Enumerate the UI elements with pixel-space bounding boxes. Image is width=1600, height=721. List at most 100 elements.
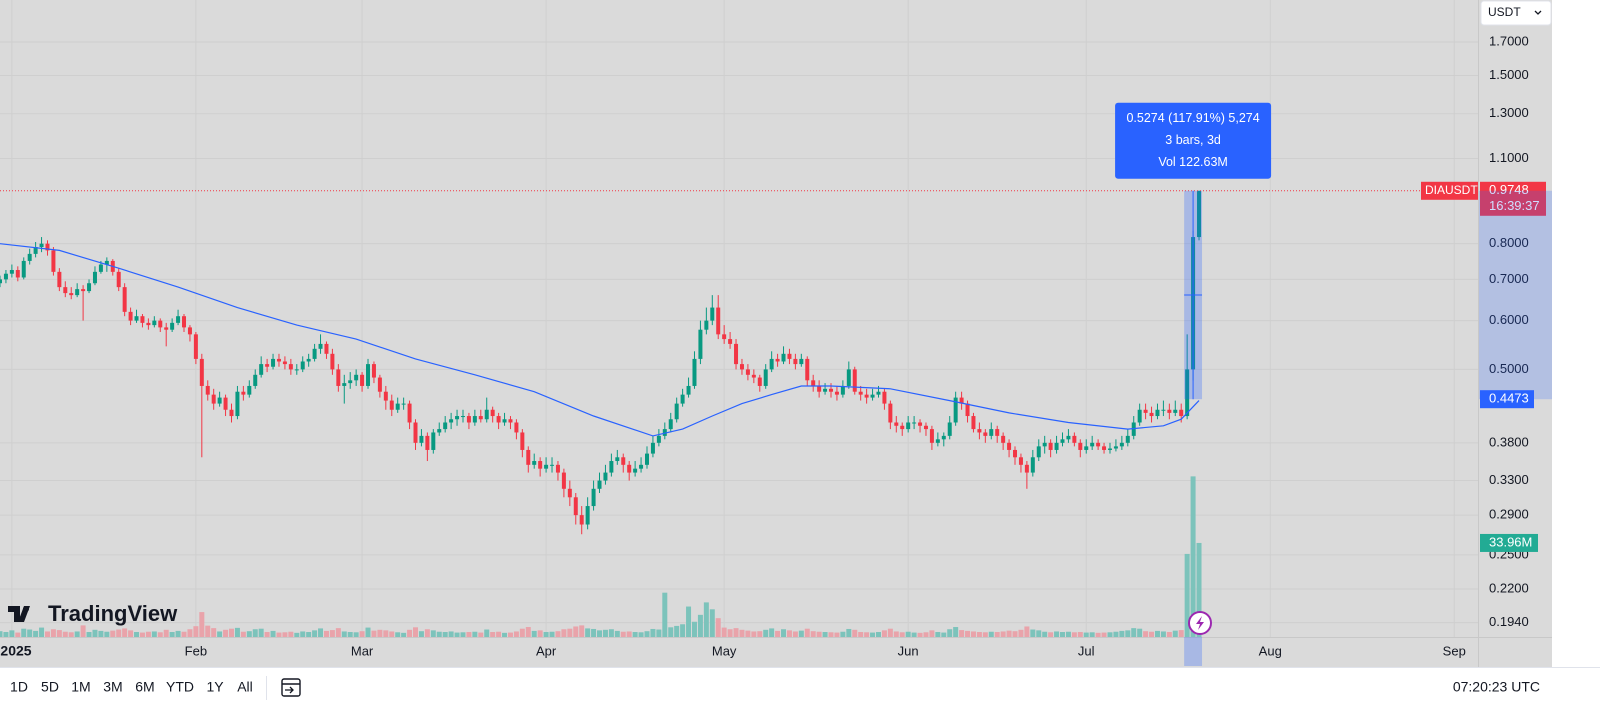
- candle-body: [935, 439, 940, 443]
- currency-dropdown[interactable]: USDT: [1480, 0, 1552, 26]
- candle-body: [639, 464, 644, 469]
- volume-bar: [1095, 632, 1101, 637]
- volume-bar: [686, 606, 692, 637]
- volume-bar: [644, 631, 650, 637]
- range-button[interactable]: 1D: [10, 679, 28, 695]
- volume-bar: [270, 630, 276, 637]
- last-price-box: [1480, 181, 1546, 216]
- measure-from-label: 0.4473: [1489, 391, 1529, 406]
- volume-bar: [626, 631, 632, 637]
- volume-bar: [1089, 632, 1095, 637]
- candle-body: [1048, 442, 1053, 450]
- last-price-label: 0.9748: [1489, 182, 1529, 197]
- dropdown-box[interactable]: [1480, 0, 1552, 26]
- price-pane: [0, 190, 1202, 535]
- candle-body: [983, 432, 988, 436]
- volume-bar: [1190, 476, 1196, 637]
- volume-bar: [1024, 626, 1030, 637]
- range-button[interactable]: 1M: [71, 679, 90, 695]
- volume-bar: [466, 632, 472, 637]
- range-button[interactable]: All: [237, 679, 253, 695]
- volume-bar: [193, 626, 199, 637]
- candle-body: [1167, 409, 1172, 413]
- symbol-label-box: [1421, 181, 1478, 200]
- candle-body: [158, 320, 163, 328]
- volume-bar: [1160, 631, 1166, 637]
- volume-label-box: [1480, 533, 1538, 552]
- volume-bar: [252, 629, 258, 637]
- candle-body: [342, 383, 347, 386]
- candle-body: [834, 391, 839, 395]
- candle-body: [348, 380, 353, 384]
- candle-body: [87, 283, 92, 292]
- candle-body: [455, 416, 460, 420]
- range-button[interactable]: YTD: [166, 679, 194, 695]
- candle-body: [259, 364, 264, 375]
- volume-bar: [988, 631, 994, 637]
- candle-body: [823, 388, 828, 392]
- volume-bar: [525, 627, 531, 637]
- volume-bar: [128, 630, 134, 637]
- candle-body: [710, 307, 715, 321]
- candle-body: [425, 435, 430, 450]
- candle-body: [1143, 409, 1148, 413]
- candle-body: [472, 416, 477, 423]
- candle-body: [894, 422, 899, 426]
- volume-bar: [181, 631, 187, 637]
- candle-body: [1001, 435, 1006, 443]
- volume-bar: [496, 631, 502, 637]
- volume-bar: [110, 630, 116, 637]
- volume-bar: [401, 632, 407, 637]
- range-button[interactable]: 5D: [41, 679, 59, 695]
- candle-body: [229, 409, 234, 417]
- candle-body: [27, 253, 32, 261]
- candle-body: [591, 488, 596, 507]
- candle-body: [1018, 457, 1023, 465]
- candle-body: [846, 369, 851, 386]
- candle-body: [193, 334, 198, 359]
- volume-bar: [733, 628, 739, 637]
- candle-body: [3, 273, 8, 280]
- candle-body: [360, 374, 365, 386]
- volume-bar: [982, 632, 988, 637]
- volume-bar: [169, 632, 175, 637]
- candle-body: [680, 394, 685, 404]
- date-range-icon[interactable]: [281, 678, 301, 697]
- volume-bar: [573, 626, 579, 637]
- volume-bar: [929, 630, 935, 637]
- candle-body: [1137, 409, 1142, 423]
- volume-bar: [531, 630, 537, 637]
- volume-bar: [424, 629, 430, 637]
- volume-bar: [703, 602, 709, 637]
- volume-bar: [591, 628, 597, 637]
- y-tick-label: 0.6000: [1489, 312, 1529, 327]
- candle-body: [852, 369, 857, 392]
- volume-bar: [187, 629, 193, 637]
- volume-bar: [792, 631, 798, 637]
- y-tick-label: 1.1000: [1489, 150, 1529, 165]
- range-button[interactable]: 1Y: [206, 679, 224, 695]
- volume-bar: [341, 631, 347, 637]
- volume-bar: [39, 627, 45, 637]
- volume-pane: [0, 476, 1202, 637]
- volume-bar: [228, 628, 234, 637]
- candle-body: [674, 403, 679, 420]
- candle-body: [502, 419, 507, 423]
- candle-body: [1102, 446, 1107, 450]
- volume-bar: [276, 632, 282, 637]
- candle-body: [734, 343, 739, 365]
- range-button[interactable]: 6M: [135, 679, 154, 695]
- candle-body: [276, 358, 281, 362]
- candle-body: [271, 358, 276, 367]
- calendar-frame[interactable]: [281, 678, 301, 697]
- candle-body: [1030, 457, 1035, 473]
- range-button[interactable]: 3M: [103, 679, 122, 695]
- volume-bar: [656, 629, 662, 637]
- volume-bar: [691, 621, 697, 637]
- volume-bar: [579, 625, 585, 637]
- flash-icon[interactable]: [1188, 611, 1212, 635]
- candle-body: [508, 419, 513, 423]
- candle-body: [1084, 446, 1089, 450]
- volume-bar: [0, 631, 3, 637]
- candle-body: [532, 461, 537, 465]
